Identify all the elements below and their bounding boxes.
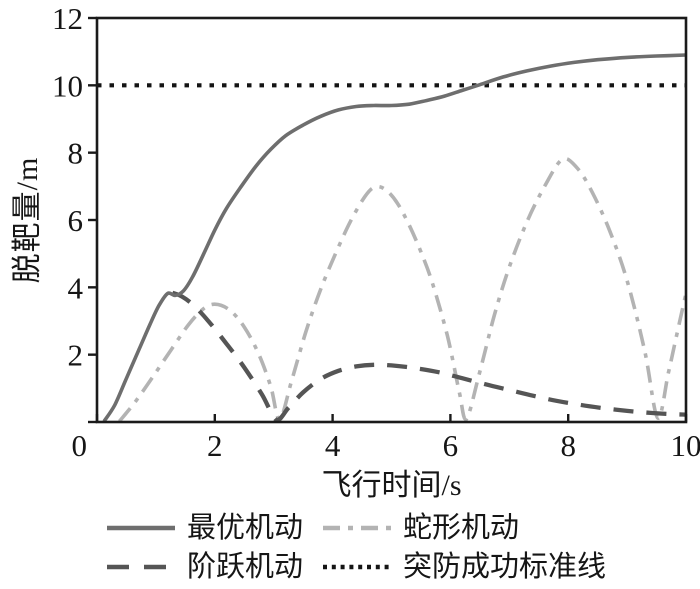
y-tick-label: 4 <box>68 270 84 305</box>
legend-label: 最优机动 <box>187 512 304 544</box>
legend-item-threshold: 突防成功标准线 <box>321 552 606 582</box>
legend-label: 阶跃机动 <box>187 551 304 583</box>
y-axis-title: 脱靶量/m <box>11 156 44 284</box>
y-tick-label: 2 <box>68 338 84 373</box>
chart-legend: 最优机动 阶跃机动 蛇形机动 突防成功标准线 <box>105 513 606 582</box>
y-tick-label: 6 <box>68 203 84 238</box>
dashed-line-icon <box>107 564 175 570</box>
solid-line-icon <box>107 525 175 531</box>
legend-label: 突防成功标准线 <box>403 551 607 583</box>
x-tick-label: 8 <box>560 428 576 463</box>
legend-item-serpentine: 蛇形机动 <box>321 513 606 543</box>
dashdot-line-icon <box>323 525 391 531</box>
plot-frame <box>95 16 688 424</box>
x-tick-label: 2 <box>207 428 223 463</box>
legend-item-step: 阶跃机动 <box>105 552 321 582</box>
y-tick-label: 12 <box>52 1 83 36</box>
legend-item-optimal: 最优机动 <box>105 513 321 543</box>
y-tick-label: 8 <box>68 136 84 171</box>
series-dashdot <box>118 156 688 423</box>
chart-canvas: 2 4 6 8 10 12 0 2 4 6 8 10 <box>52 1 700 463</box>
x-tick-label: 10 <box>671 428 700 463</box>
series-solid <box>102 53 687 423</box>
x-tick-label: 4 <box>325 428 341 463</box>
series-dashed <box>171 290 687 423</box>
legend-label: 蛇形机动 <box>403 512 520 544</box>
dotted-line-icon <box>323 564 391 570</box>
x-tick-label: 6 <box>443 428 459 463</box>
y-tick-label: 10 <box>52 68 83 103</box>
x-tick-label: 0 <box>72 428 88 463</box>
x-axis-title: 飞行时间/s <box>321 469 462 502</box>
